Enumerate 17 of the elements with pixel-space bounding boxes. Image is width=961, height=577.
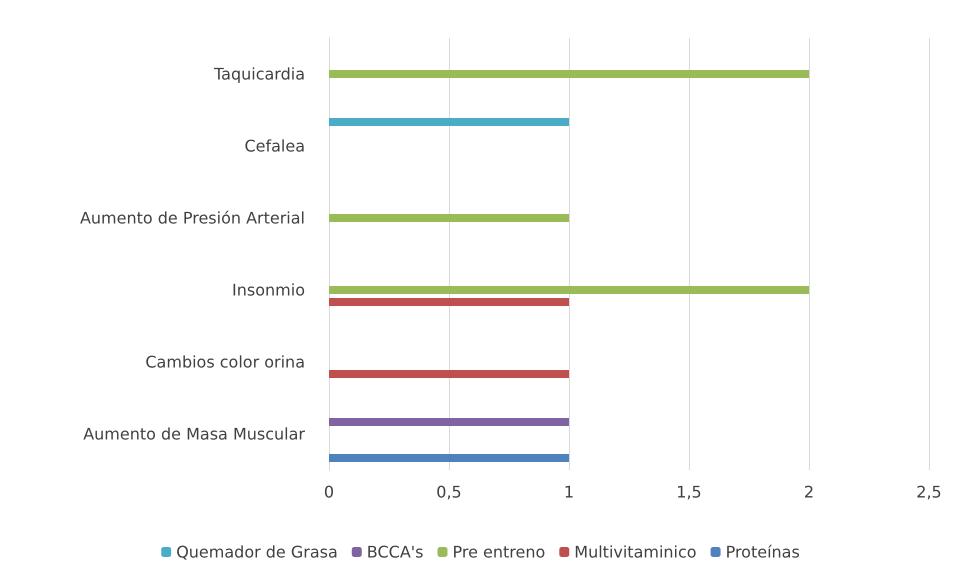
y-tick-label: Insonmio (232, 280, 305, 300)
x-tick-label: 2 (804, 482, 814, 502)
legend-label: Multivitaminico (574, 542, 697, 562)
x-tick-label: 0,5 (436, 482, 462, 502)
x-tick-label: 0 (324, 482, 334, 502)
legend-label: Proteínas (726, 542, 800, 562)
y-tick-label: Aumento de Presión Arterial (80, 208, 305, 228)
x-tick-label: 2,5 (916, 482, 942, 502)
y-tick-label: Aumento de Masa Muscular (83, 424, 306, 444)
legend-label: Quemador de Grasa (176, 542, 338, 562)
x-tick-label: 1 (564, 482, 574, 502)
y-tick-label: Cefalea (244, 136, 305, 156)
x-tick-label: 1,5 (676, 482, 702, 502)
y-tick-label: Taquicardia (213, 64, 305, 84)
legend-label: Pre entreno (452, 542, 546, 562)
legend-label: BCCA's (366, 542, 424, 562)
y-tick-label: Cambios color orina (145, 352, 305, 372)
